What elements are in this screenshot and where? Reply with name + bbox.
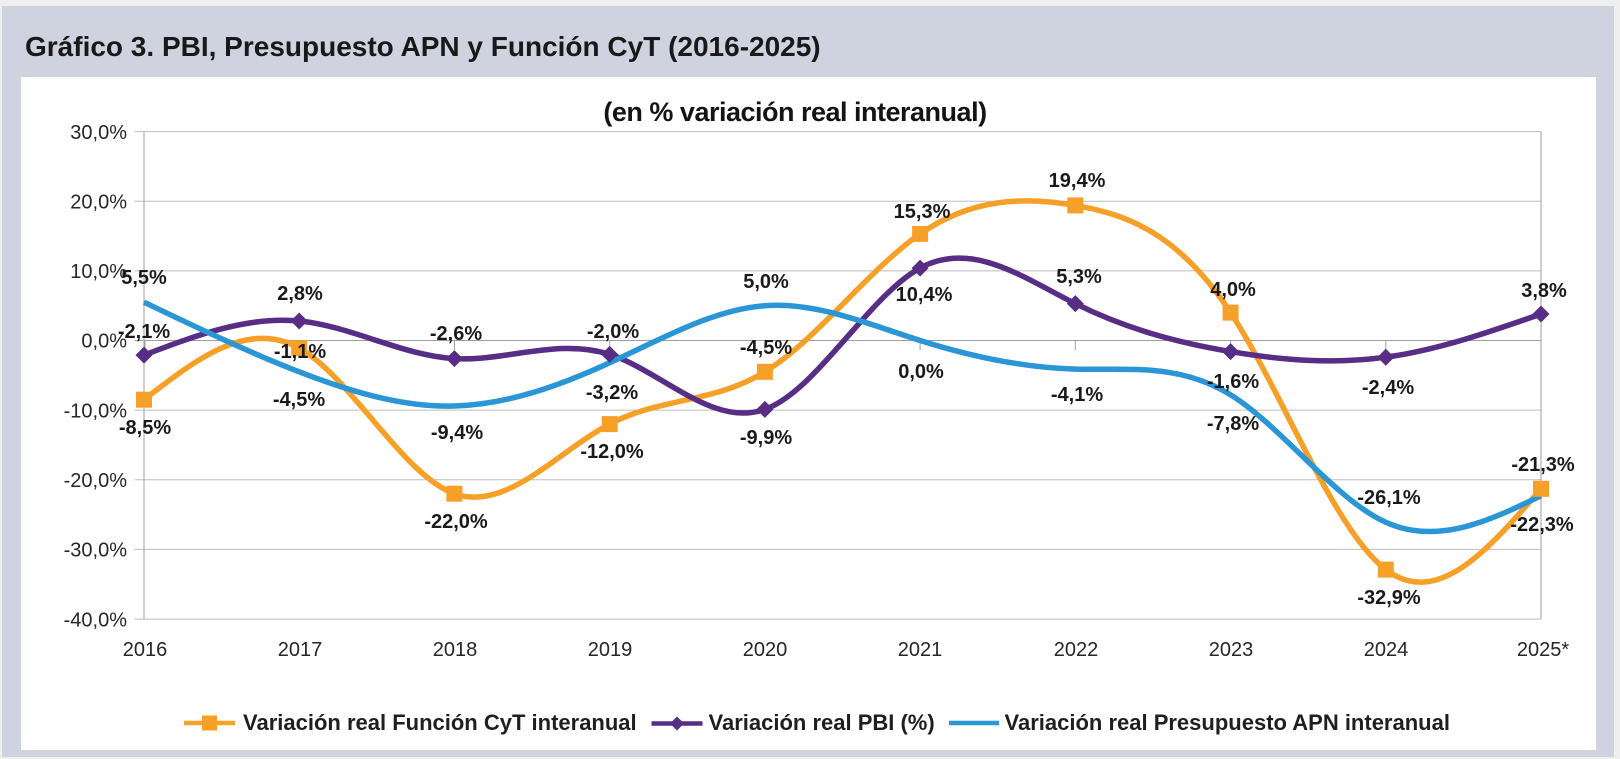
svg-text:-1,6%: -1,6% — [1207, 371, 1259, 393]
svg-text:-12,0%: -12,0% — [580, 441, 644, 463]
svg-text:-2,4%: -2,4% — [1362, 377, 1414, 399]
svg-text:0,0%: 0,0% — [898, 361, 944, 383]
svg-text:-30,0%: -30,0% — [64, 540, 128, 562]
svg-text:-2,0%: -2,0% — [587, 321, 639, 343]
svg-text:15,3%: 15,3% — [894, 201, 951, 223]
svg-text:-7,8%: -7,8% — [1207, 413, 1259, 435]
svg-text:-4,5%: -4,5% — [740, 337, 792, 359]
svg-text:-21,3%: -21,3% — [1511, 454, 1575, 476]
svg-text:2019: 2019 — [588, 639, 633, 661]
svg-text:2023: 2023 — [1209, 639, 1254, 661]
svg-text:-9,9%: -9,9% — [740, 427, 792, 449]
svg-text:2022: 2022 — [1054, 639, 1099, 661]
svg-text:5,3%: 5,3% — [1056, 266, 1102, 288]
svg-text:2016: 2016 — [123, 639, 168, 661]
svg-text:-32,9%: -32,9% — [1357, 587, 1421, 609]
svg-text:-2,6%: -2,6% — [430, 323, 482, 345]
svg-text:2,8%: 2,8% — [277, 283, 323, 305]
svg-text:-2,1%: -2,1% — [118, 321, 170, 343]
svg-text:3,8%: 3,8% — [1521, 280, 1567, 302]
svg-text:(en % variación real interanua: (en % variación real interanual) — [603, 97, 986, 127]
svg-text:20,0%: 20,0% — [70, 191, 127, 213]
svg-text:Variación real Función CyT int: Variación real Función CyT interanual — [243, 710, 637, 735]
svg-text:-20,0%: -20,0% — [64, 470, 128, 492]
svg-text:-26,1%: -26,1% — [1357, 487, 1421, 509]
svg-text:-4,5%: -4,5% — [273, 389, 325, 411]
svg-text:5,5%: 5,5% — [121, 267, 167, 289]
svg-text:Variación real Presupuesto APN: Variación real Presupuesto APN interanua… — [1005, 710, 1450, 735]
svg-text:2021: 2021 — [898, 639, 943, 661]
svg-text:-4,1%: -4,1% — [1051, 384, 1103, 406]
svg-text:2024: 2024 — [1364, 639, 1409, 661]
svg-text:4,0%: 4,0% — [1210, 279, 1256, 301]
svg-text:10,4%: 10,4% — [896, 284, 953, 306]
svg-text:2018: 2018 — [433, 639, 478, 661]
svg-text:Variación real PBI (%): Variación real PBI (%) — [709, 710, 935, 735]
svg-text:-9,4%: -9,4% — [431, 422, 483, 444]
svg-text:0,0%: 0,0% — [81, 331, 127, 353]
svg-text:-22,3%: -22,3% — [1510, 514, 1574, 536]
svg-text:-3,2%: -3,2% — [586, 382, 638, 404]
svg-text:5,0%: 5,0% — [743, 271, 789, 293]
svg-text:-40,0%: -40,0% — [64, 609, 128, 631]
svg-text:2017: 2017 — [278, 639, 323, 661]
svg-text:-8,5%: -8,5% — [119, 417, 171, 439]
svg-text:2025*: 2025* — [1517, 639, 1569, 661]
svg-text:2020: 2020 — [743, 639, 788, 661]
svg-text:-22,0%: -22,0% — [424, 511, 488, 533]
svg-text:30,0%: 30,0% — [70, 122, 127, 144]
svg-text:-1,1%: -1,1% — [274, 341, 326, 363]
svg-text:10,0%: 10,0% — [70, 261, 127, 283]
svg-text:19,4%: 19,4% — [1049, 170, 1106, 192]
svg-text:-10,0%: -10,0% — [64, 400, 128, 422]
